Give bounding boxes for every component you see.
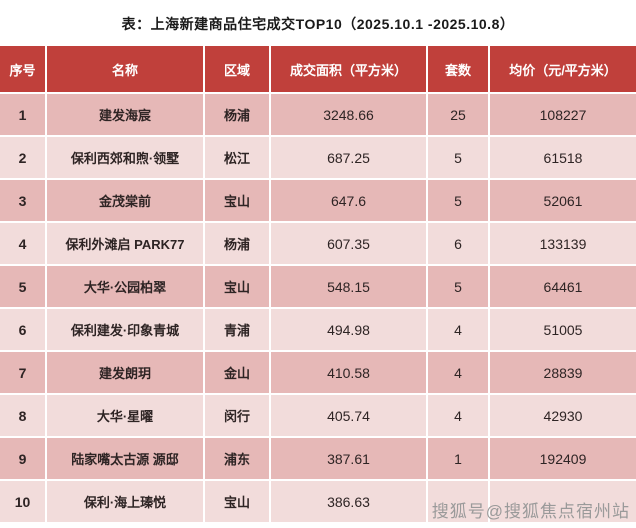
cell-area: 687.25 xyxy=(271,137,428,180)
cell-units: 6 xyxy=(428,223,490,266)
cell-rank: 8 xyxy=(0,395,47,438)
cell-region: 宝山 xyxy=(205,180,271,223)
cell-units: 4 xyxy=(428,352,490,395)
cell-area: 410.58 xyxy=(271,352,428,395)
cell-price: 192409 xyxy=(490,438,636,481)
table-row: 8 大华·星曜 闵行 405.74 4 42930 xyxy=(0,395,636,438)
cell-name: 保利建发·印象青城 xyxy=(47,309,205,352)
cell-price: 64461 xyxy=(490,266,636,309)
header-cell-rank: 序号 xyxy=(0,46,47,94)
cell-units: 5 xyxy=(428,266,490,309)
table-row: 5 大华·公园柏翠 宝山 548.15 5 64461 xyxy=(0,266,636,309)
cell-name: 建发海宸 xyxy=(47,94,205,137)
cell-area: 3248.66 xyxy=(271,94,428,137)
cell-area: 548.15 xyxy=(271,266,428,309)
top10-table: 序号 名称 区域 成交面积（平方米） 套数 均价（元/平方米） 1 建发海宸 杨… xyxy=(0,46,636,524)
table-row: 7 建发朗玥 金山 410.58 4 28839 xyxy=(0,352,636,395)
header-cell-units: 套数 xyxy=(428,46,490,94)
cell-region: 松江 xyxy=(205,137,271,180)
cell-region: 宝山 xyxy=(205,481,271,524)
cell-price: 51005 xyxy=(490,309,636,352)
cell-rank: 4 xyxy=(0,223,47,266)
cell-region: 宝山 xyxy=(205,266,271,309)
cell-rank: 9 xyxy=(0,438,47,481)
cell-units: 5 xyxy=(428,180,490,223)
cell-price xyxy=(490,481,636,524)
cell-units: 25 xyxy=(428,94,490,137)
table-row: 10 保利·海上瑧悦 宝山 386.63 xyxy=(0,481,636,524)
cell-units: 5 xyxy=(428,137,490,180)
cell-region: 青浦 xyxy=(205,309,271,352)
cell-region: 闵行 xyxy=(205,395,271,438)
cell-rank: 1 xyxy=(0,94,47,137)
cell-name: 保利西郊和煦·领墅 xyxy=(47,137,205,180)
table-row: 6 保利建发·印象青城 青浦 494.98 4 51005 xyxy=(0,309,636,352)
table-row: 3 金茂棠前 宝山 647.6 5 52061 xyxy=(0,180,636,223)
cell-name: 保利·海上瑧悦 xyxy=(47,481,205,524)
cell-area: 386.63 xyxy=(271,481,428,524)
cell-name: 大华·星曜 xyxy=(47,395,205,438)
cell-rank: 3 xyxy=(0,180,47,223)
cell-units: 4 xyxy=(428,395,490,438)
cell-rank: 2 xyxy=(0,137,47,180)
header-cell-name: 名称 xyxy=(47,46,205,94)
cell-rank: 6 xyxy=(0,309,47,352)
cell-rank: 5 xyxy=(0,266,47,309)
table-row: 4 保利外滩启 PARK77 杨浦 607.35 6 133139 xyxy=(0,223,636,266)
header-cell-region: 区域 xyxy=(205,46,271,94)
table-title: 表：上海新建商品住宅成交TOP10（2025.10.1 -2025.10.8） xyxy=(121,16,515,32)
cell-units: 4 xyxy=(428,309,490,352)
table-row: 2 保利西郊和煦·领墅 松江 687.25 5 61518 xyxy=(0,137,636,180)
cell-region: 浦东 xyxy=(205,438,271,481)
cell-region: 杨浦 xyxy=(205,223,271,266)
watermark: 搜狐号@搜狐焦点宿州站 xyxy=(431,502,630,521)
cell-name: 建发朗玥 xyxy=(47,352,205,395)
cell-region: 杨浦 xyxy=(205,94,271,137)
cell-area: 405.74 xyxy=(271,395,428,438)
header-cell-area: 成交面积（平方米） xyxy=(271,46,428,94)
cell-price: 133139 xyxy=(490,223,636,266)
cell-units xyxy=(428,481,490,524)
cell-area: 607.35 xyxy=(271,223,428,266)
cell-price: 28839 xyxy=(490,352,636,395)
table-body: 1 建发海宸 杨浦 3248.66 25 108227 2 保利西郊和煦·领墅 … xyxy=(0,94,636,524)
cell-price: 42930 xyxy=(490,395,636,438)
cell-name: 陆家嘴太古源 源邸 xyxy=(47,438,205,481)
cell-price: 61518 xyxy=(490,137,636,180)
cell-region: 金山 xyxy=(205,352,271,395)
cell-name: 大华·公园柏翠 xyxy=(47,266,205,309)
cell-name: 保利外滩启 PARK77 xyxy=(47,223,205,266)
table-row: 1 建发海宸 杨浦 3248.66 25 108227 xyxy=(0,94,636,137)
table-row: 9 陆家嘴太古源 源邸 浦东 387.61 1 192409 xyxy=(0,438,636,481)
cell-units: 1 xyxy=(428,438,490,481)
cell-rank: 7 xyxy=(0,352,47,395)
header-cell-price: 均价（元/平方米） xyxy=(490,46,636,94)
cell-rank: 10 xyxy=(0,481,47,524)
cell-price: 108227 xyxy=(490,94,636,137)
cell-area: 387.61 xyxy=(271,438,428,481)
cell-area: 494.98 xyxy=(271,309,428,352)
cell-price: 52061 xyxy=(490,180,636,223)
table-header-row: 序号 名称 区域 成交面积（平方米） 套数 均价（元/平方米） xyxy=(0,46,636,94)
cell-area: 647.6 xyxy=(271,180,428,223)
cell-name: 金茂棠前 xyxy=(47,180,205,223)
